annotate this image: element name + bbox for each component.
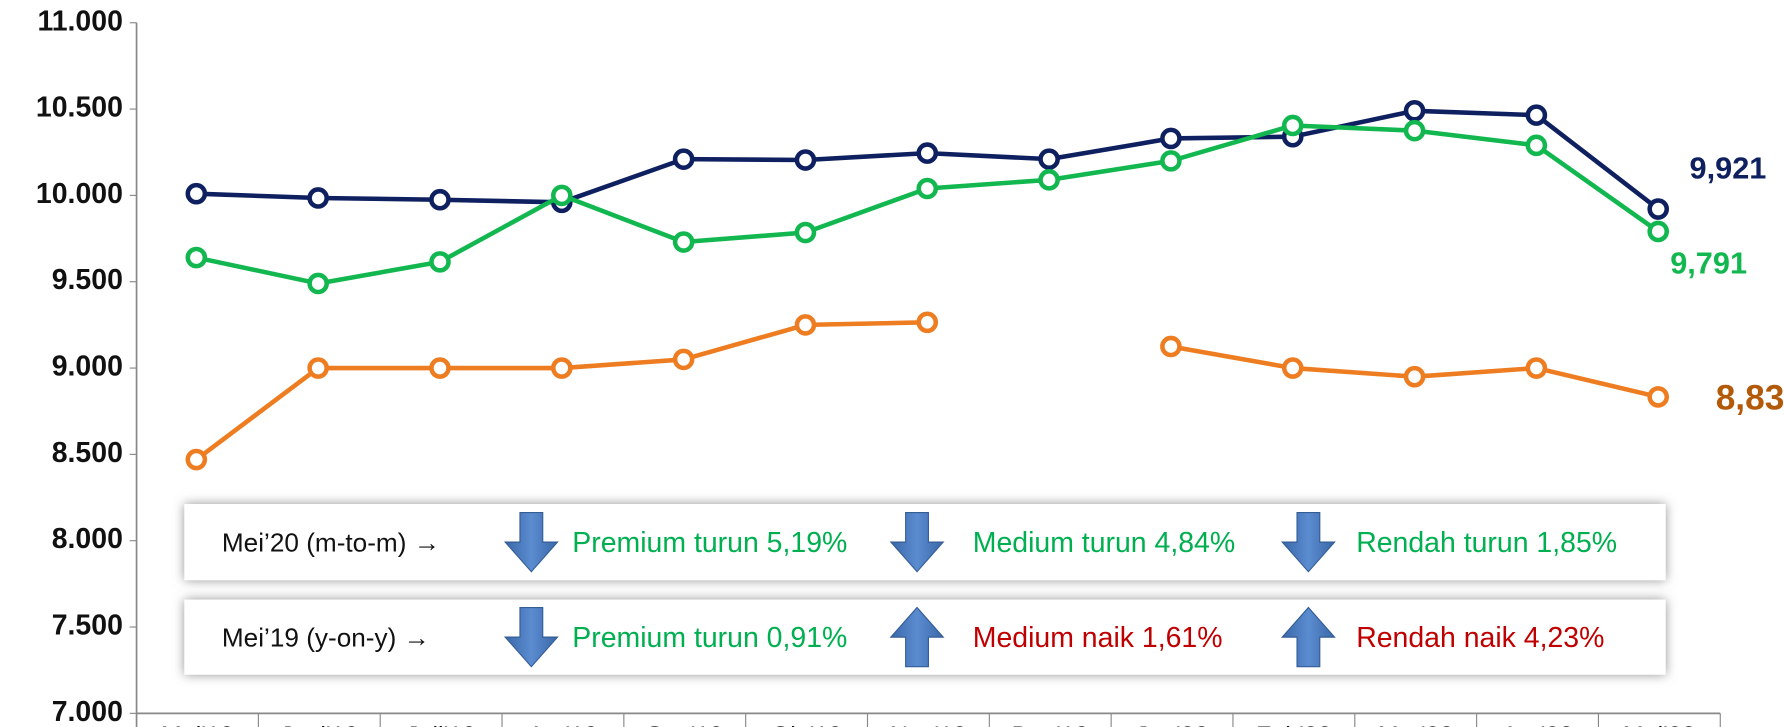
- annotation-item: Medium naik 1,61%: [973, 622, 1223, 654]
- marker: [916, 142, 939, 164]
- marker: [307, 357, 329, 379]
- x-tick-label: Apr'20: [1502, 722, 1574, 727]
- marker: [1281, 114, 1304, 137]
- y-tick-label: 8.500: [52, 437, 123, 469]
- marker: [1160, 335, 1182, 358]
- marker: [1403, 99, 1426, 122]
- x-tick-label: Juni'19: [280, 722, 359, 727]
- end-label: 9,921: [1690, 150, 1767, 185]
- marker: [1038, 148, 1060, 170]
- y-tick-label: 10.500: [36, 92, 123, 124]
- x-tick-label: Okt'19: [771, 722, 843, 727]
- marker: [1403, 365, 1426, 388]
- x-tick-label: Nov'19: [890, 722, 967, 727]
- y-tick-label: 7.500: [52, 610, 123, 642]
- annotation-item: Medium turun 4,84%: [973, 527, 1235, 559]
- arrow-down: [1280, 511, 1336, 573]
- marker: [672, 348, 695, 371]
- marker: [916, 177, 939, 200]
- x-tick-label: Mar'20: [1378, 722, 1454, 727]
- marker: [1038, 169, 1060, 191]
- y-tick-label: 9.500: [52, 264, 123, 296]
- arrow-down: [503, 511, 559, 573]
- marker: [916, 311, 939, 334]
- x-tick-label: Des'19: [1012, 722, 1089, 727]
- marker: [794, 314, 817, 336]
- annotation-label: Mei’20 (m-to-m) →: [222, 527, 440, 557]
- series-line: [194, 320, 1659, 462]
- marker: [672, 148, 695, 170]
- x-tick-label: Jan'20: [1136, 722, 1209, 727]
- marker: [550, 184, 573, 207]
- annotation-item: Rendah turun 1,85%: [1356, 527, 1617, 559]
- marker: [1403, 119, 1426, 142]
- x-tick-label: Agt'19: [528, 722, 598, 727]
- marker: [429, 357, 451, 379]
- arrow-up: [1280, 606, 1336, 668]
- marker: [1160, 127, 1182, 150]
- end-label: 9,791: [1670, 246, 1747, 281]
- annotation-label: Mei’19 (y-on-y) →: [222, 622, 430, 652]
- end-label: 8,833: [1716, 379, 1784, 418]
- y-tick-label: 10.000: [36, 178, 123, 210]
- y-tick-label: 9.000: [52, 351, 123, 383]
- x-tick-label: Mei'20: [1623, 722, 1696, 727]
- y-tick-label: 7.000: [52, 696, 123, 727]
- marker: [794, 149, 817, 171]
- y-tick-label: 11.000: [37, 5, 122, 37]
- marker: [429, 251, 451, 273]
- marker: [307, 272, 329, 295]
- x-tick-label: Feb'20: [1256, 722, 1332, 727]
- marker: [1525, 134, 1548, 157]
- marker: [185, 182, 208, 205]
- arrow-up: [889, 606, 945, 668]
- x-tick-label: Sep'19: [646, 722, 723, 727]
- marker: [1525, 357, 1548, 379]
- marker: [429, 188, 451, 211]
- marker: [794, 221, 817, 244]
- marker: [672, 231, 695, 253]
- marker: [1647, 198, 1670, 220]
- annotation-item: Rendah naik 4,23%: [1356, 622, 1604, 654]
- marker: [1647, 220, 1670, 243]
- annotation-item: Premium turun 5,19%: [572, 527, 847, 559]
- marker: [1281, 357, 1304, 379]
- x-tick-label: Mei'19: [161, 722, 234, 727]
- marker: [550, 357, 573, 379]
- x-tick-label: Juli'19: [406, 722, 476, 727]
- marker: [185, 448, 208, 471]
- arrow-down: [889, 511, 945, 573]
- arrow-down: [503, 606, 559, 668]
- annotation-item: Premium turun 0,91%: [572, 622, 847, 654]
- marker: [185, 246, 208, 269]
- marker: [1647, 386, 1670, 408]
- y-tick-label: 8.000: [52, 523, 123, 555]
- marker: [307, 187, 329, 209]
- marker: [1525, 104, 1548, 126]
- marker: [1160, 150, 1182, 172]
